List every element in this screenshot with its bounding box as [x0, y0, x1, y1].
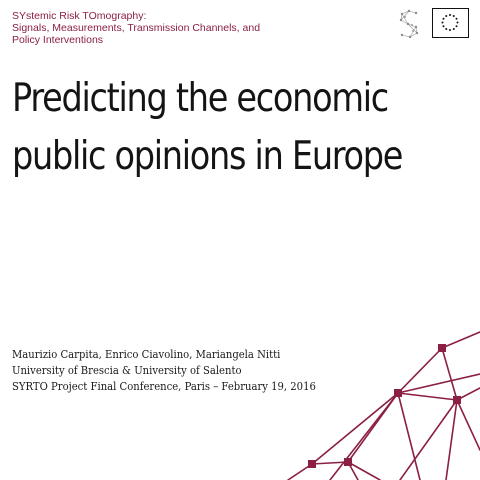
syrto-s-logo-icon: [399, 9, 419, 39]
affiliations: University of Brescia & University of Sa…: [12, 364, 242, 377]
title-line-1: Predicting the economic: [12, 76, 389, 121]
slide-title: Predicting the economic public opinions …: [12, 70, 403, 186]
eu-stars-icon: [441, 14, 459, 31]
title-line-2: public opinions in Europe: [12, 134, 403, 179]
authors: Maurizio Carpita, Enrico Ciavolino, Mari…: [12, 348, 281, 361]
eu-flag-icon: [432, 8, 469, 38]
project-description: SYstemic Risk TOmography: Signals, Measu…: [12, 10, 261, 46]
project-line-3: Policy Interventions: [12, 34, 104, 46]
project-line-1: SYstemic Risk TOmography:: [12, 10, 147, 22]
event-info: SYRTO Project Final Conference, Paris – …: [12, 380, 316, 393]
credits-block: Maurizio Carpita, Enrico Ciavolino, Mari…: [12, 347, 316, 395]
project-line-2: Signals, Measurements, Transmission Chan…: [12, 22, 261, 34]
network-graphic: [287, 331, 480, 480]
